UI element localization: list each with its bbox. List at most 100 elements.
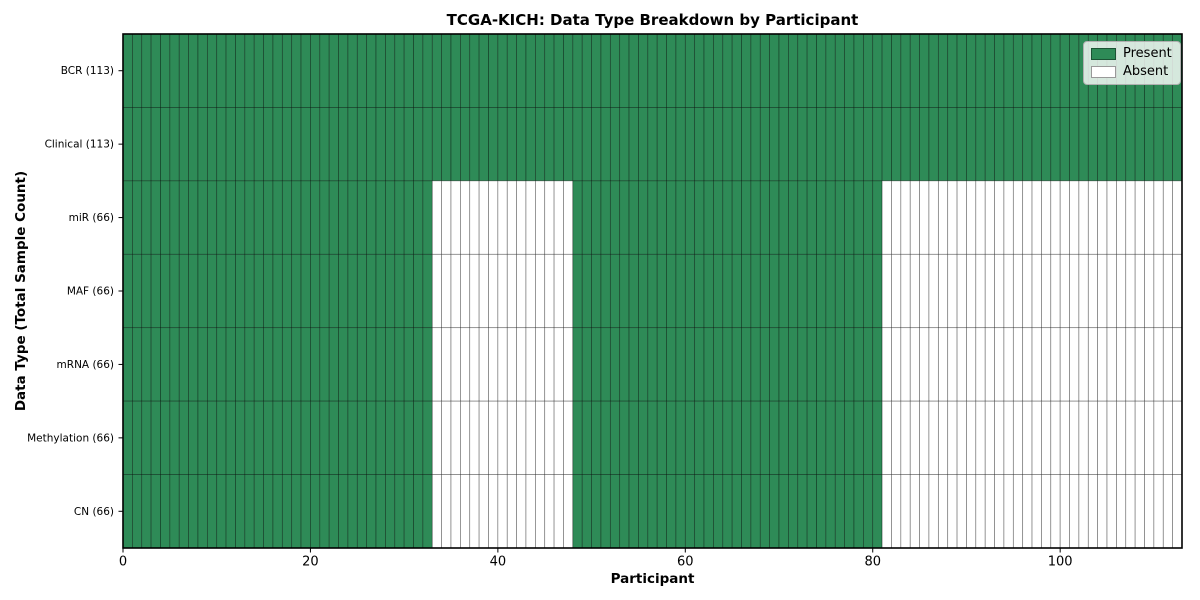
cell	[750, 180, 761, 255]
cell	[844, 327, 855, 402]
cell	[694, 253, 705, 329]
cell	[169, 107, 180, 182]
cell	[806, 327, 817, 402]
cell	[675, 253, 686, 329]
cell	[1153, 400, 1164, 475]
cell	[966, 253, 977, 329]
cell	[1059, 474, 1070, 549]
cell	[825, 180, 836, 255]
cell	[881, 180, 892, 255]
cell	[1116, 327, 1127, 402]
cell	[731, 253, 742, 329]
cell	[225, 474, 236, 549]
cell	[937, 327, 949, 402]
cell	[1172, 107, 1183, 182]
cell	[1012, 327, 1024, 402]
cell	[656, 180, 667, 255]
cell	[516, 474, 527, 549]
cell	[310, 327, 321, 402]
cell	[469, 107, 480, 182]
cell	[581, 474, 592, 549]
cell	[450, 400, 461, 475]
cell	[619, 33, 630, 108]
cell	[534, 474, 546, 549]
cell	[572, 180, 583, 255]
cell	[853, 180, 864, 255]
cell	[788, 400, 799, 475]
cell	[994, 33, 1005, 108]
cell	[1116, 400, 1127, 475]
cell	[263, 327, 274, 402]
cell	[403, 180, 414, 255]
legend-label-absent: Absent	[1123, 64, 1169, 79]
cell	[1022, 33, 1033, 108]
cell	[684, 33, 696, 108]
cell	[506, 180, 517, 255]
cell	[122, 253, 133, 329]
cell	[356, 33, 368, 108]
cell	[132, 474, 143, 549]
cell	[1106, 327, 1117, 402]
cell	[694, 327, 705, 402]
cell	[722, 474, 733, 549]
cell	[328, 474, 339, 549]
cell	[563, 107, 574, 182]
cell	[422, 180, 433, 255]
cell	[478, 474, 489, 549]
cell	[994, 107, 1005, 182]
cell	[141, 253, 152, 329]
cell	[797, 180, 808, 255]
cell	[516, 253, 527, 329]
cell	[656, 33, 667, 108]
cell	[816, 33, 827, 108]
cell	[741, 253, 752, 329]
cell	[1059, 107, 1070, 182]
cell	[975, 474, 986, 549]
cell	[281, 33, 293, 108]
cell	[497, 474, 508, 549]
cell	[806, 474, 817, 549]
cell	[1162, 400, 1173, 475]
cell	[1012, 180, 1024, 255]
cell	[609, 107, 621, 182]
cell	[207, 33, 218, 108]
cell	[207, 253, 218, 329]
cell	[731, 474, 742, 549]
cell	[638, 474, 649, 549]
cell	[853, 33, 864, 108]
row-methylation-66	[122, 400, 1183, 475]
cell	[572, 400, 583, 475]
cell	[263, 474, 274, 549]
cell	[553, 327, 564, 402]
present-swatch-icon	[1091, 48, 1116, 60]
cell	[891, 327, 902, 402]
cell	[1069, 474, 1080, 549]
cell	[1153, 474, 1164, 549]
cell	[788, 474, 799, 549]
cell	[244, 253, 255, 329]
cell	[656, 327, 667, 402]
x-tick-label: 40	[490, 555, 507, 570]
cell	[647, 253, 658, 329]
cell	[656, 400, 667, 475]
cell	[1116, 474, 1127, 549]
cell	[338, 400, 349, 475]
cell	[319, 253, 330, 329]
cell	[403, 33, 414, 108]
cell	[741, 33, 752, 108]
cell	[675, 474, 686, 549]
cell	[141, 33, 152, 108]
cell	[853, 107, 864, 182]
cell	[544, 474, 555, 549]
cell	[722, 400, 733, 475]
cell	[122, 180, 133, 255]
cell	[816, 107, 827, 182]
cell	[431, 400, 442, 475]
cell	[600, 400, 611, 475]
cell	[600, 33, 611, 108]
cell	[797, 474, 808, 549]
cell	[497, 400, 508, 475]
cell	[591, 253, 602, 329]
cell	[1003, 253, 1014, 329]
cell	[413, 474, 424, 549]
